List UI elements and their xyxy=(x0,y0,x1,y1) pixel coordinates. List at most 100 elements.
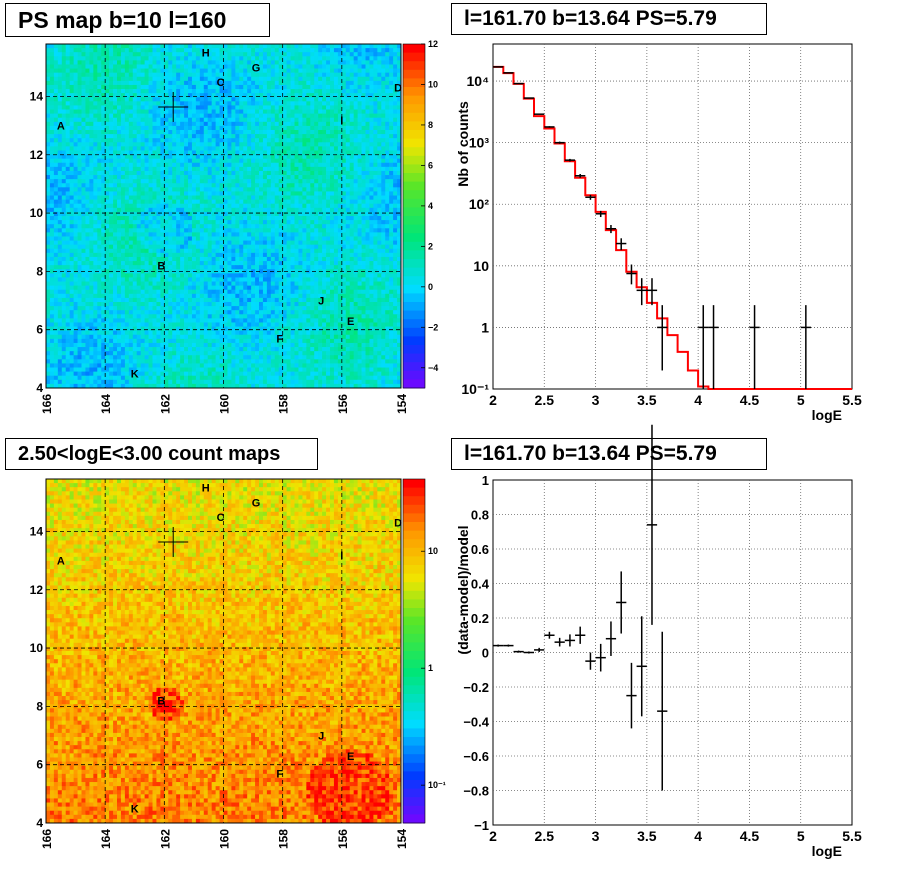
residual-point xyxy=(503,644,514,647)
y-tick-label: −0.6 xyxy=(463,749,489,764)
residual-point xyxy=(657,631,668,791)
map-y-tick-label: 4 xyxy=(36,816,43,830)
map-x-tick-label: 164 xyxy=(99,394,113,414)
source-label: H xyxy=(202,483,210,495)
colorbar-segment xyxy=(403,737,425,747)
x-tick-label: 3.5 xyxy=(637,392,657,408)
y-tick-label: 10³ xyxy=(469,135,490,151)
colorbar-tick-label: 2 xyxy=(428,241,433,251)
colorbar-segment xyxy=(403,771,425,781)
spectrum-title: l=161.70 b=13.64 PS=5.79 xyxy=(451,3,767,35)
plot-frame xyxy=(492,43,853,390)
residual-point xyxy=(564,634,576,647)
colorbar-segment xyxy=(403,155,425,165)
colorbar-segment xyxy=(403,147,425,157)
y-tick-label: 0.2 xyxy=(471,611,489,626)
x-tick-label: 3.5 xyxy=(637,828,657,844)
y-tick-label: 0 xyxy=(482,646,489,661)
colorbar-segment xyxy=(403,797,425,807)
residual-point xyxy=(575,626,586,644)
colorbar-segment xyxy=(403,198,425,208)
colorbar-segment xyxy=(403,319,425,329)
source-label: G xyxy=(252,62,261,74)
colorbar-segment xyxy=(403,61,425,71)
colorbar-tick-label: 10 xyxy=(428,79,438,89)
residual-point xyxy=(636,616,647,717)
source-label: A xyxy=(57,121,65,133)
source-label: C xyxy=(217,77,225,89)
map-x-tick-label: 158 xyxy=(277,829,291,849)
data-point xyxy=(657,305,668,371)
colorbar-segment xyxy=(403,104,425,114)
residual-point xyxy=(616,571,627,634)
colorbar-tick-label: 4 xyxy=(428,201,433,211)
y-tick-label: 0.8 xyxy=(471,508,489,523)
colorbar-segment xyxy=(403,530,425,540)
map-x-tick-label: 162 xyxy=(158,394,172,414)
map-y-tick-label: 8 xyxy=(36,699,43,713)
source-label: E xyxy=(347,316,354,328)
map-x-tick-label: 154 xyxy=(395,829,409,849)
map-x-tick-label: 160 xyxy=(218,394,232,414)
residual-point xyxy=(626,662,637,729)
colorbar-segment xyxy=(403,504,425,514)
residual-point xyxy=(605,621,617,656)
colorbar-tick-label: 8 xyxy=(428,120,433,130)
map-y-tick-label: 8 xyxy=(36,264,43,278)
x-tick-label: 2.5 xyxy=(535,392,555,408)
heatmap-cells xyxy=(46,44,402,389)
x-axis-label: logE xyxy=(812,407,842,423)
colorbar-segment xyxy=(403,95,425,105)
data-point xyxy=(749,305,760,389)
colorbar-segment xyxy=(403,694,425,704)
plot-frame xyxy=(492,479,853,826)
colorbar-segment xyxy=(403,616,425,626)
residual-point xyxy=(646,424,658,625)
map-y-tick-label: 4 xyxy=(36,381,43,395)
y-tick-label: 10 xyxy=(473,258,489,274)
source-label: F xyxy=(276,333,283,345)
residual-point xyxy=(595,643,606,672)
x-tick-label: 4 xyxy=(694,828,702,844)
colorbar-segment xyxy=(403,565,425,575)
colorbar-segment xyxy=(403,190,425,200)
map-x-tick-label: 164 xyxy=(99,829,113,849)
y-tick-label: 0.6 xyxy=(471,542,489,557)
colorbar-segment xyxy=(403,284,425,294)
colorbar-segment xyxy=(403,556,425,566)
colorbar-segment xyxy=(403,668,425,678)
colorbar-segment xyxy=(403,780,425,790)
residual-point xyxy=(523,651,535,654)
colorbar-segment xyxy=(403,370,425,380)
colorbar-segment xyxy=(403,112,425,122)
map-y-tick-label: 12 xyxy=(30,148,44,162)
spectrum-panel: 2 2.5 3 3.5 4 4.5 5 5.5 10⁻¹ 1 10 10² 10³ 10⁴ logE Nb o… xyxy=(455,43,862,423)
y-tick-label: 0.4 xyxy=(471,577,490,592)
colorbar-segment xyxy=(403,181,425,191)
source-label: K xyxy=(131,803,139,815)
colorbar-segment xyxy=(403,547,425,557)
residual-point xyxy=(534,647,545,652)
x-tick-label: 5 xyxy=(797,828,805,844)
data-point xyxy=(564,158,576,162)
y-tick-label: 10⁻¹ xyxy=(461,381,489,397)
map-y-tick-label: 6 xyxy=(36,758,43,772)
model-step-line xyxy=(493,65,852,390)
data-point xyxy=(626,264,637,285)
map-x-tick-label: 166 xyxy=(40,394,54,414)
ps-map-title: PS map b=10 l=160 xyxy=(5,3,270,37)
y-axis-label: Nb of counts xyxy=(455,101,471,187)
x-tick-label: 5 xyxy=(797,392,805,408)
colorbar-segment xyxy=(403,719,425,729)
colorbar-segment xyxy=(403,78,425,88)
map-y-tick-label: 14 xyxy=(30,524,44,538)
y-tick-label: −0.2 xyxy=(463,680,489,695)
x-tick-label: 5.5 xyxy=(842,392,862,408)
map-x-tick-label: 162 xyxy=(158,829,172,849)
colorbar-segment xyxy=(403,608,425,618)
data-point xyxy=(800,305,811,389)
source-label: A xyxy=(57,556,65,568)
count-map-panel: 166 164 162 160 158 156 154 4 6 8 10 12 14 H G C D A I B J E F… xyxy=(30,478,446,849)
colorbar-segment xyxy=(403,487,425,497)
